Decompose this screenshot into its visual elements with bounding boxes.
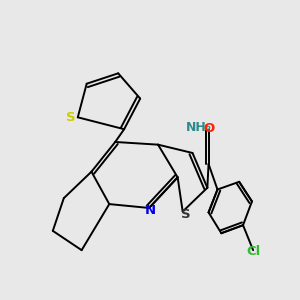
- Text: S: S: [65, 111, 75, 124]
- Text: NH₂: NH₂: [186, 121, 212, 134]
- Text: N: N: [145, 204, 156, 217]
- Text: S: S: [182, 208, 191, 221]
- Text: O: O: [203, 122, 214, 135]
- Text: Cl: Cl: [246, 245, 260, 258]
